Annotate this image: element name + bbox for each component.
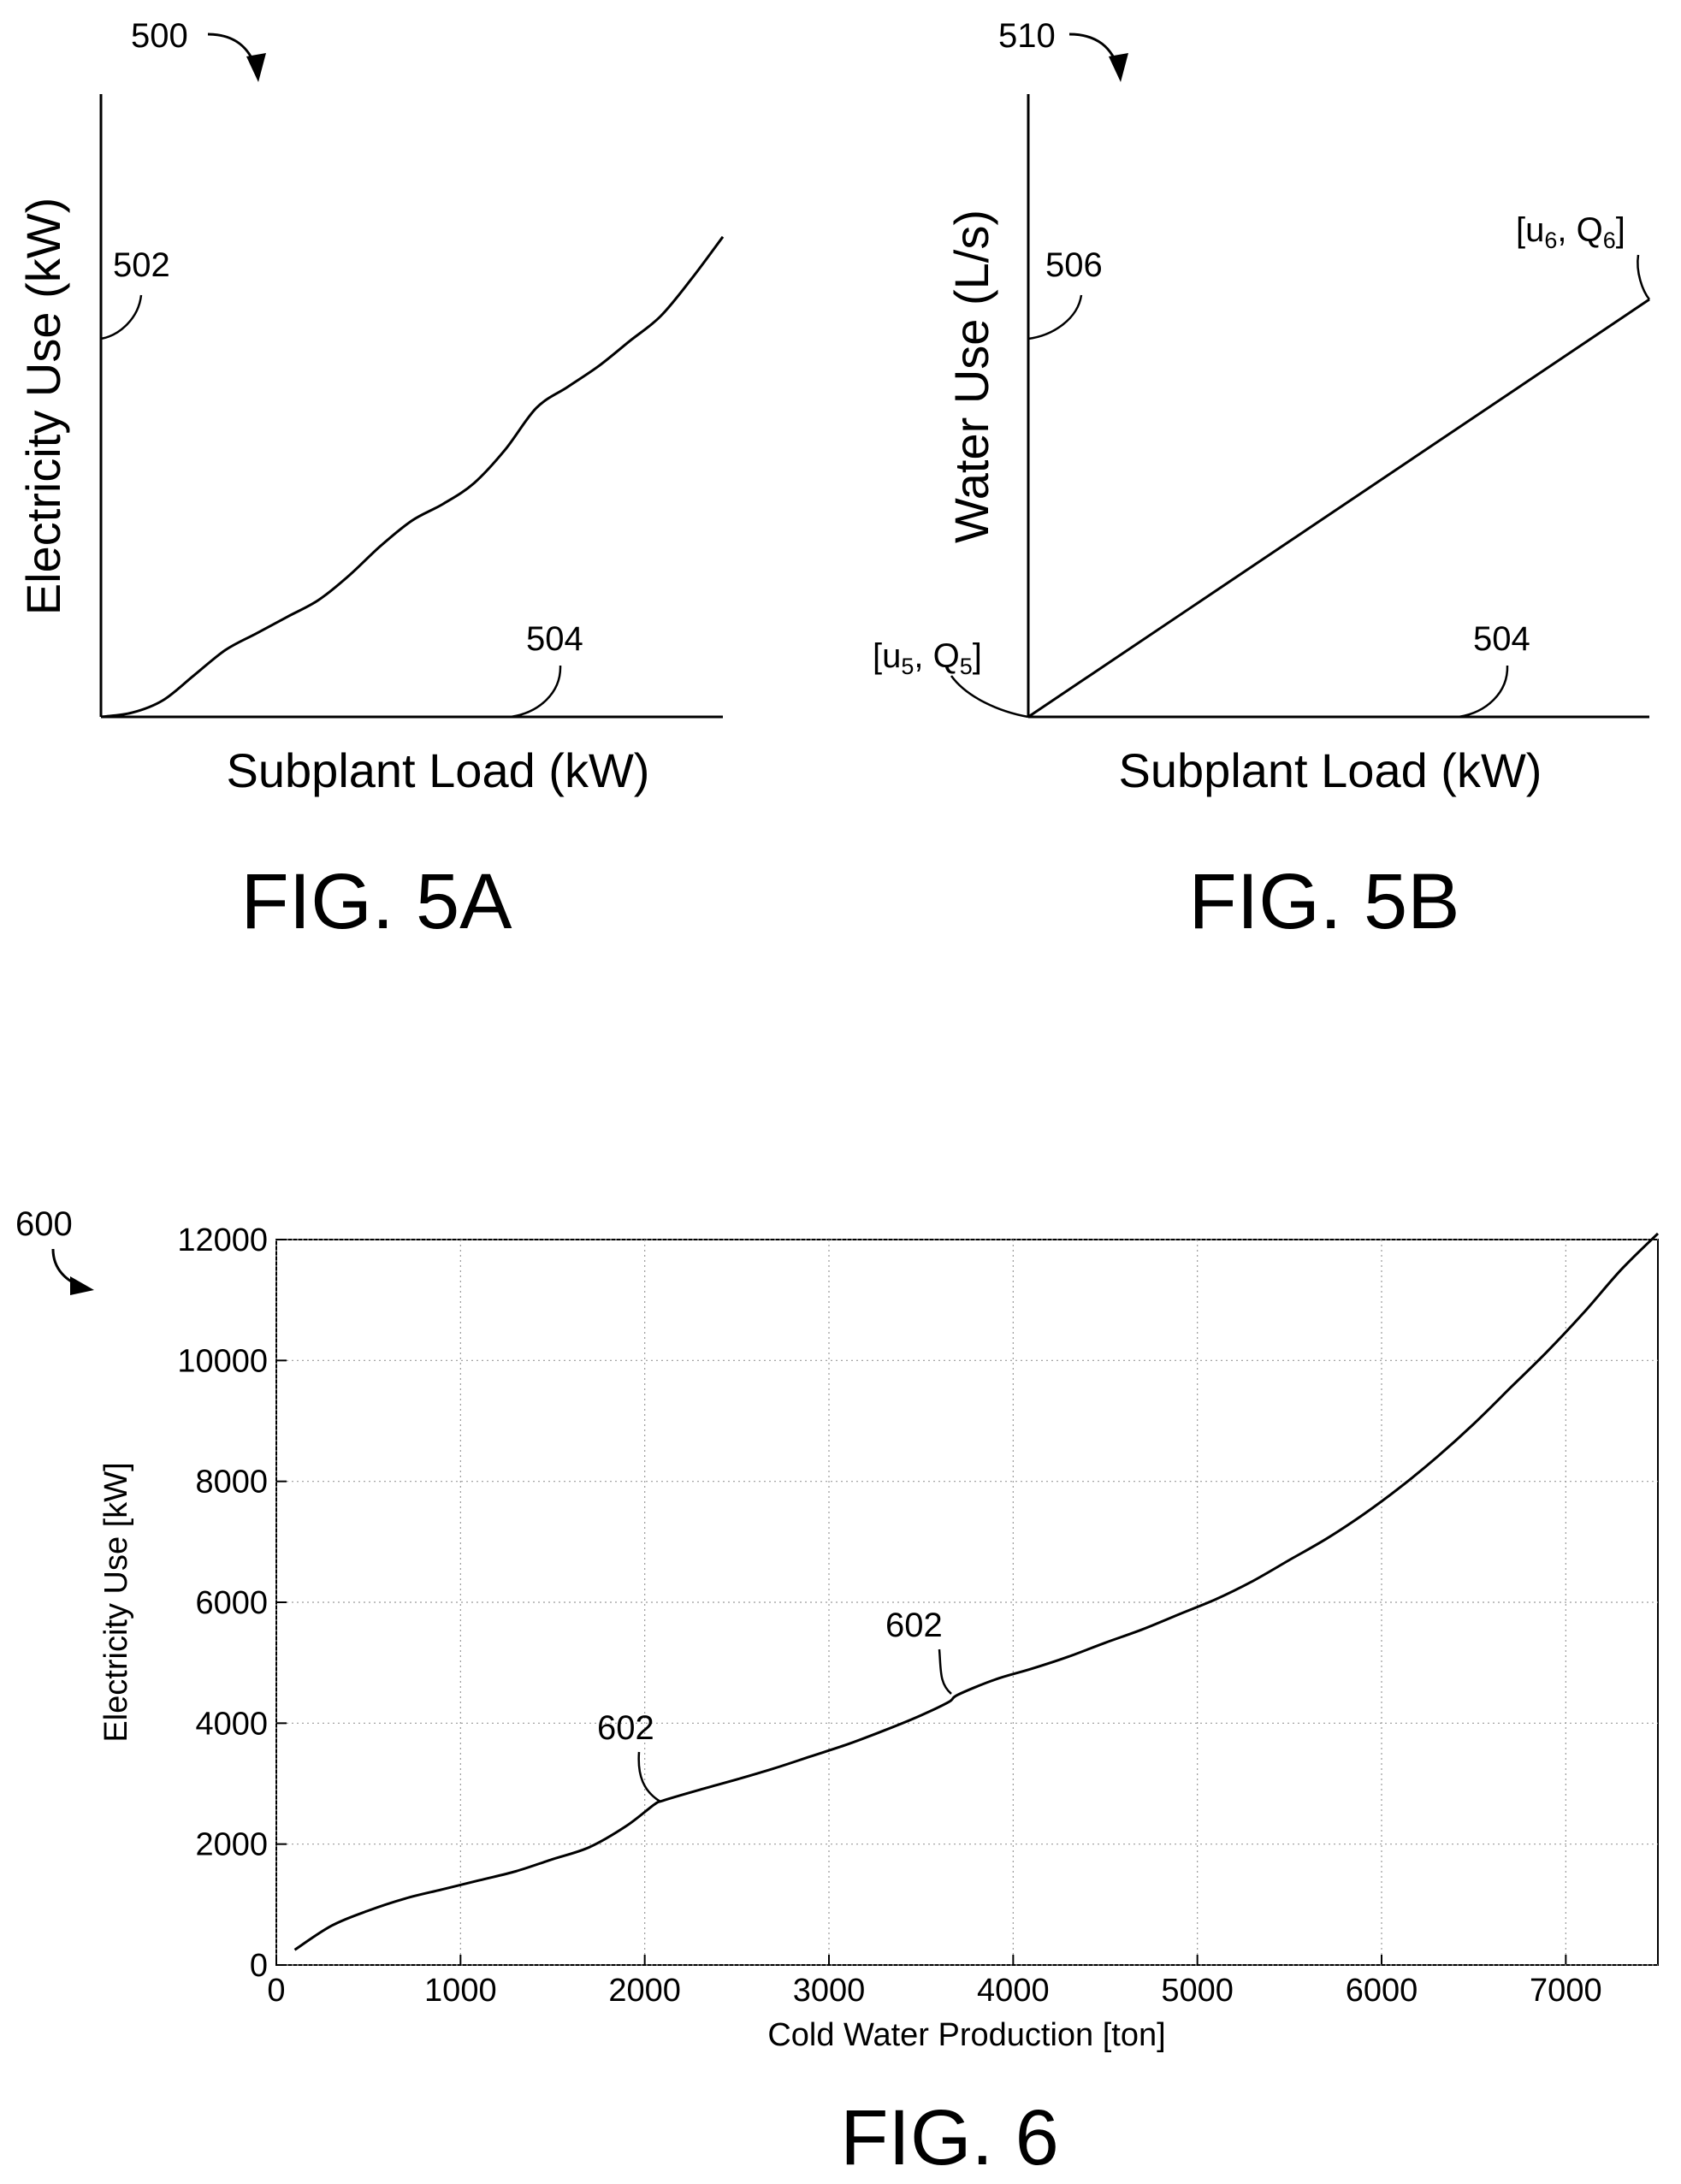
fig5a-x-axis-label: Subplant Load (kW) — [227, 743, 650, 797]
fig-5b: 510 Water Use (L/s) Subplant Load (kW) 5… — [873, 17, 1651, 945]
fig5a-y-ref-label: 502 — [113, 246, 170, 284]
fig5b-caption: FIG. 5B — [1189, 858, 1460, 945]
fig5b-start-q-sub: 5 — [960, 654, 973, 679]
fig6-grid — [275, 1239, 1658, 1966]
fig6-x-tick-label: 5000 — [1161, 1973, 1234, 2009]
fig5b-end-u-sub: 6 — [1544, 228, 1557, 253]
fig6-curve-ref-2-leader — [938, 1648, 952, 1695]
fig6-y-tick-label: 10000 — [177, 1343, 268, 1379]
fig5a-x-ref-label: 504 — [526, 620, 583, 658]
fig6-caption: FIG. 6 — [840, 2094, 1059, 2181]
fig6-y-tick-label: 6000 — [195, 1585, 268, 1621]
fig5b-ref-arrowhead — [1109, 53, 1128, 82]
fig6-x-tick-label: 7000 — [1530, 1973, 1602, 2009]
fig6-x-tick-label: 2000 — [608, 1973, 681, 2009]
fig5a-ref-arrowhead — [246, 53, 266, 82]
fig6-y-tick-label: 8000 — [195, 1465, 268, 1500]
fig5a-curve — [100, 235, 725, 719]
fig6-x-tick-label: 0 — [267, 1973, 285, 2009]
fig5b-ref-arrow — [1068, 33, 1121, 71]
fig5b-start-point-leader — [950, 675, 1029, 719]
fig5b-end-q: Q — [1577, 211, 1603, 249]
fig6-plot-frame — [275, 1239, 1659, 1966]
fig5b-y-axis-label: Water Use (L/s) — [944, 210, 998, 543]
fig5a-y-ref-leader — [100, 294, 143, 340]
fig5b-plot — [1027, 298, 1650, 719]
fig6-x-tick-label: 3000 — [793, 1973, 866, 2009]
fig6-ref-number: 600 — [15, 1205, 73, 1243]
fig6-y-tick-label: 12000 — [177, 1222, 268, 1258]
fig5b-x-ref-leader — [1458, 665, 1509, 719]
fig5b-start-q: Q — [933, 637, 960, 675]
fig5a-ref-number: 500 — [131, 17, 188, 55]
fig6-curve — [293, 1232, 1660, 1951]
fig5b-end-q-sub: 6 — [1603, 228, 1616, 253]
fig6-x-tick-label: 1000 — [424, 1973, 497, 2009]
fig6-y-axis-label: Electricity Use [kW] — [98, 1462, 134, 1742]
fig6-x-axis-label: Cold Water Production [ton] — [767, 2017, 1165, 2053]
fig5a-caption: FIG. 5A — [241, 858, 513, 945]
fig5a-x-ref-leader — [510, 665, 562, 719]
fig6-y-tick-label: 0 — [250, 1948, 268, 1984]
fig5b-y-ref-leader — [1027, 294, 1083, 340]
fig6-ref-arrowhead — [70, 1276, 94, 1295]
fig5b-start-u-sub: 5 — [901, 654, 914, 679]
fig6-x-tick-labels: 0 1000 2000 3000 4000 5000 6000 7000 — [267, 1973, 1601, 2009]
fig6-curve-ref-2: 602 — [885, 1607, 943, 1644]
fig6-y-tick-labels: 0 2000 4000 6000 8000 10000 12000 — [177, 1222, 268, 1984]
fig6-curve-ref-1-leader — [637, 1751, 661, 1803]
fig6-x-tick-label: 4000 — [977, 1973, 1050, 2009]
fig-6: 600 0 1000 2000 3000 4000 5000 6000 7000 0 2000 4… — [15, 1205, 1660, 2181]
fig5a-y-axis-label: Electricity Use (kW) — [16, 198, 70, 615]
fig5b-x-ref-label: 504 — [1473, 620, 1530, 658]
fig6-y-tick-label: 2000 — [195, 1827, 268, 1863]
fig5b-y-ref-label: 506 — [1045, 246, 1103, 284]
fig5b-end-point-leader — [1637, 254, 1651, 300]
fig6-plot — [293, 1232, 1660, 1951]
fig5a-plot — [100, 235, 725, 719]
fig6-curve-ref-1: 602 — [597, 1709, 654, 1747]
fig6-x-tick-label: 6000 — [1346, 1973, 1418, 2009]
fig5b-end-point-label: [u6, Q6] — [1516, 211, 1625, 253]
fig5a-ref-arrow — [207, 33, 258, 71]
fig5b-end-u: u — [1525, 211, 1544, 249]
fig-5a: 500 Electricity Use (kW) Subplant Load (… — [16, 17, 725, 945]
fig5b-line — [1027, 298, 1650, 719]
fig6-y-tick-label: 4000 — [195, 1706, 268, 1742]
fig5b-x-axis-label: Subplant Load (kW) — [1119, 743, 1542, 797]
fig5b-ref-number: 510 — [998, 17, 1056, 55]
fig5b-start-u: u — [882, 637, 901, 675]
fig5b-start-point-label: [u5, Q5] — [873, 637, 982, 679]
